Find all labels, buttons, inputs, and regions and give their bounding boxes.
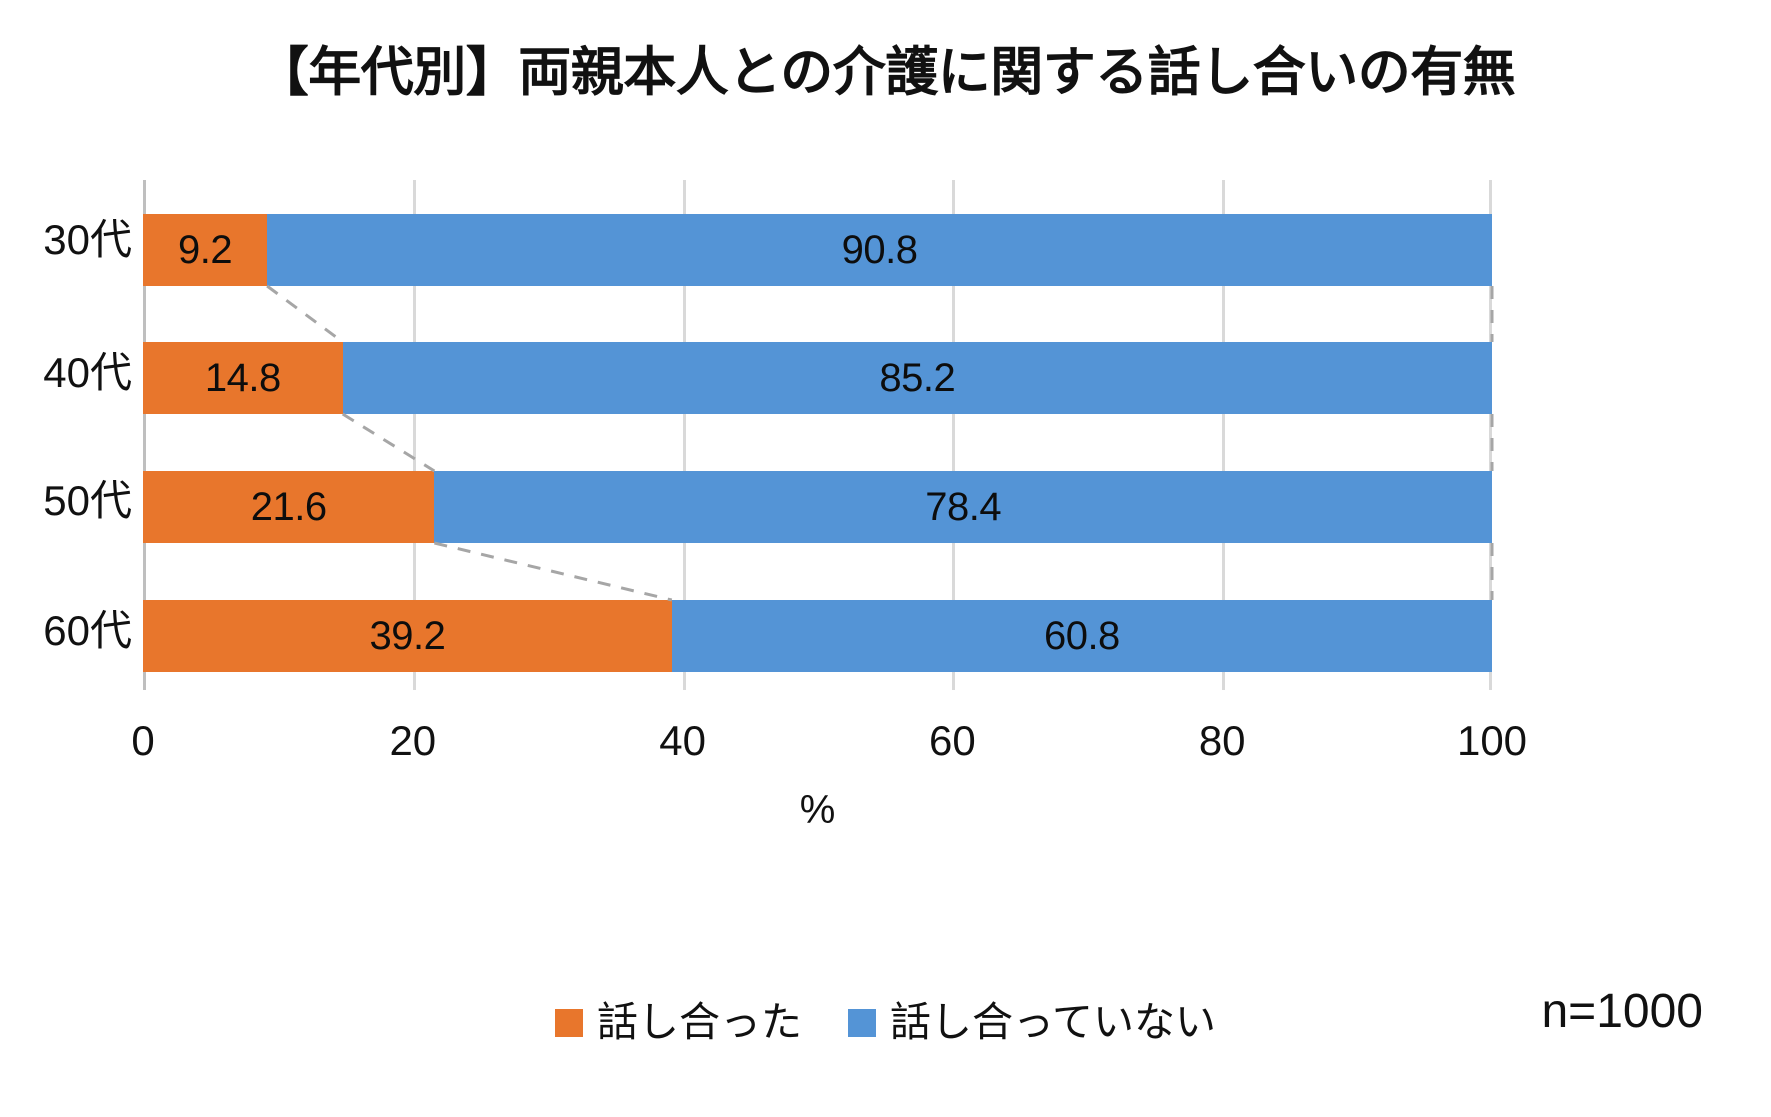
bar-value-label: 78.4: [925, 485, 1002, 529]
bar-value-label: 60.8: [1043, 614, 1120, 658]
plot-area: 9.2 90.8 14.8 85.2 21.6 78.4: [143, 180, 1492, 690]
bar-segment-talked-60s[interactable]: 39.2: [143, 600, 672, 672]
gridline-40: [682, 180, 686, 690]
x-axis-title: %: [799, 788, 836, 832]
y-axis-tick-label-0: 30代: [43, 216, 132, 263]
x-axis-tick-label-4: 80: [1198, 717, 1246, 764]
x-axis-tick-label-3: 60: [929, 717, 976, 764]
table-row: 21.6 78.4: [143, 471, 1492, 543]
legend-label: 話し合っていない: [890, 999, 1216, 1045]
legend-swatch-icon: [555, 1008, 584, 1037]
gridline-80: [1222, 180, 1226, 690]
bar-segment-talked-40s[interactable]: 14.8: [143, 342, 343, 414]
bar-segment-talked-50s[interactable]: 21.6: [143, 471, 435, 543]
bar-value-label: 9.2: [177, 228, 233, 272]
bar-segment-not-talked-40s[interactable]: 85.2: [342, 342, 1492, 414]
bar-value-label: 39.2: [369, 614, 446, 658]
table-row: 39.2 60.8: [143, 600, 1492, 672]
chart-legend: 話し合った 話し合っていない: [0, 1002, 1771, 1043]
bar-value-label: 21.6: [250, 485, 327, 529]
bar-value-label: 85.2: [879, 356, 956, 400]
y-axis-tick-label-1: 40代: [43, 349, 132, 396]
table-row: 9.2 90.8: [143, 214, 1492, 286]
gridline-60: [952, 180, 956, 690]
legend-label: 話し合った: [597, 999, 803, 1045]
chart-title: 【年代別】両親本人との介護に関する話し合いの有無: [255, 43, 1516, 102]
table-row: 14.8 85.2: [143, 342, 1492, 414]
bar-segment-not-talked-60s[interactable]: 60.8: [671, 600, 1492, 672]
bar-value-label: 14.8: [204, 356, 281, 400]
sample-size-annotation: n=1000: [1541, 985, 1703, 1038]
y-axis-tick-label-3: 60代: [43, 607, 132, 654]
legend-item-talked[interactable]: 話し合った: [555, 1002, 802, 1043]
legend-swatch-icon: [848, 1008, 877, 1037]
x-axis-tick-label-2: 40: [659, 717, 706, 764]
x-axis-tick-label-5: 100: [1456, 717, 1528, 764]
x-axis-tick-label-0: 0: [131, 717, 155, 764]
bar-segment-not-talked-50s[interactable]: 78.4: [434, 471, 1492, 543]
bar-value-label: 90.8: [841, 228, 918, 272]
x-axis-tick-label-1: 20: [389, 717, 437, 764]
legend-item-not-talked[interactable]: 話し合っていない: [848, 1002, 1216, 1043]
bar-segment-talked-30s[interactable]: 9.2: [143, 214, 268, 286]
x-axis: 0 20 40 60 80 100: [131, 717, 1527, 780]
bar-segment-not-talked-30s[interactable]: 90.8: [267, 214, 1492, 286]
y-axis-tick-label-2: 50代: [43, 477, 132, 524]
y-axis-line: [143, 180, 146, 690]
